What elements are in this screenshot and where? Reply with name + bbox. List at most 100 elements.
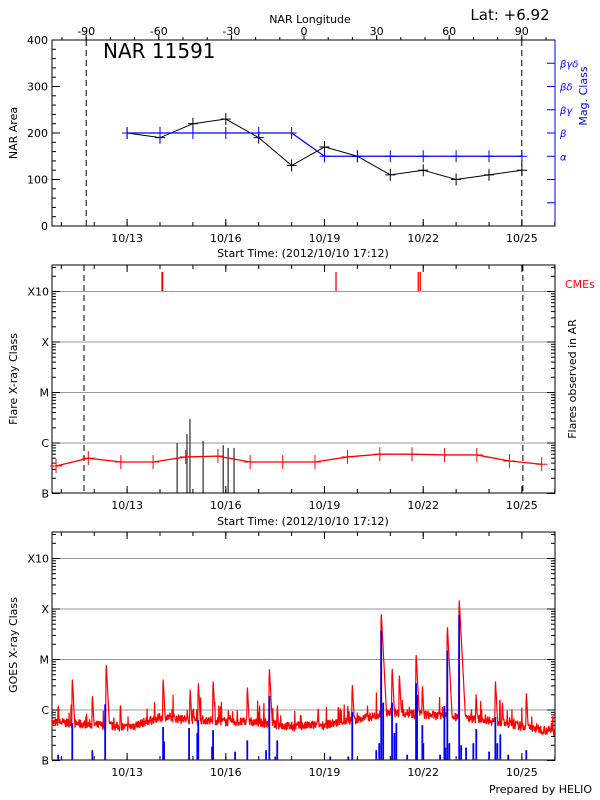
x-tick-label: 10/22: [407, 499, 439, 512]
event-bar: [163, 741, 165, 760]
event-bar: [276, 740, 279, 760]
event-bar: [444, 747, 447, 760]
event-bar: [380, 630, 383, 760]
x-tick-label: 10/13: [111, 766, 143, 779]
event-bar: [458, 615, 461, 760]
event-bar: [446, 650, 449, 760]
event-bar: [443, 706, 446, 760]
event-bar: [448, 743, 451, 760]
longitude-tick-label: -30: [222, 25, 240, 38]
longitude-tick-label: -60: [150, 25, 168, 38]
event-bar: [507, 754, 510, 760]
y-tick-label: 0: [41, 220, 48, 233]
event-bar: [351, 712, 354, 760]
y-tick-label: C: [41, 704, 49, 717]
event-bar: [393, 733, 396, 760]
y-tick-label: X10: [27, 286, 49, 299]
y-tick-label: 400: [27, 34, 48, 47]
event-bar: [71, 723, 74, 760]
region-title: NAR 11591: [103, 39, 216, 63]
mag-class-label: α: [560, 152, 567, 163]
x-tick-label: 10/22: [407, 232, 439, 245]
event-bar: [382, 702, 385, 760]
flare-class-ylabel: Flare X-ray Class: [7, 333, 20, 425]
y-tick-label: 100: [27, 174, 48, 187]
event-bar: [211, 746, 213, 760]
x-tick-label: 10/16: [210, 232, 242, 245]
y-tick-label: M: [40, 654, 50, 667]
event-bar: [188, 728, 190, 760]
event-bar: [499, 734, 502, 760]
x-tick-label: 10/13: [111, 499, 143, 512]
latitude-label: Lat: +6.92: [470, 6, 549, 24]
x-tick-label: 10/19: [309, 766, 341, 779]
longitude-tick-label: 30: [370, 25, 384, 38]
event-bar: [375, 750, 378, 760]
event-bar: [234, 751, 237, 760]
longitude-tick-label: 90: [515, 25, 529, 38]
y-tick-label: X: [41, 603, 49, 616]
y-tick-label: X: [41, 336, 49, 349]
event-bar: [378, 743, 381, 760]
x-tick-label: 10/22: [407, 766, 439, 779]
flares-observed-y2label: Flares observed in AR: [566, 319, 579, 439]
panel2-frame: [51, 264, 556, 494]
event-bar: [472, 743, 475, 760]
top-axis-title: NAR Longitude: [269, 13, 351, 26]
event-bar: [406, 754, 409, 760]
panel1-xlabel: Start Time: (2012/10/10 17:12): [217, 247, 389, 260]
mag-class-label: βδ: [559, 83, 573, 94]
event-bar: [439, 754, 441, 760]
x-tick-label: 10/25: [506, 232, 538, 245]
event-bar: [421, 725, 424, 760]
event-bar: [197, 720, 200, 760]
x-tick-label: 10/19: [309, 499, 341, 512]
mag-class-ylabel: Mag. Class: [577, 66, 590, 125]
y-tick-label: X10: [27, 553, 49, 566]
y-tick-label: 200: [27, 127, 48, 140]
longitude-tick-label: 0: [301, 25, 308, 38]
event-bar: [415, 683, 417, 760]
y-tick-label: C: [41, 437, 49, 450]
event-bar: [465, 747, 467, 760]
x-tick-label: 10/16: [210, 766, 242, 779]
goes-flux-line: [51, 600, 556, 736]
event-bar: [525, 750, 528, 760]
event-bar: [475, 729, 478, 760]
event-bar: [488, 751, 491, 760]
event-bar: [196, 733, 199, 760]
event-bar: [347, 756, 350, 760]
x-tick-label: 10/19: [309, 232, 341, 245]
event-bar: [246, 740, 249, 760]
nar-area-ylabel: NAR Area: [7, 107, 20, 159]
y-tick-label: B: [41, 488, 49, 501]
x-tick-label: 10/25: [506, 499, 538, 512]
event-bar: [91, 750, 94, 760]
x-tick-label: 10/16: [210, 499, 242, 512]
event-bar: [162, 727, 164, 760]
event-bar: [212, 730, 214, 760]
mag-class-label: βγδ: [559, 59, 578, 70]
y-tick-label: M: [40, 387, 50, 400]
event-bar: [104, 704, 107, 760]
x-tick-label: 10/25: [506, 766, 538, 779]
panel3-frame: [51, 531, 556, 761]
event-bar: [265, 750, 267, 760]
background-flux-line: [55, 453, 542, 467]
event-bar: [57, 754, 60, 760]
panel2-xlabel: Start Time: (2012/10/10 17:12): [217, 515, 389, 528]
event-bar: [274, 756, 277, 760]
event-bar: [460, 745, 463, 760]
event-bar: [422, 743, 425, 760]
y-tick-label: B: [41, 755, 49, 768]
x-tick-label: 10/13: [111, 232, 143, 245]
event-bar: [395, 723, 398, 760]
y-tick-label: 300: [27, 81, 48, 94]
event-bar: [391, 702, 393, 760]
event-bar: [416, 694, 418, 760]
event-bar: [494, 716, 497, 760]
longitude-tick-label: -90: [77, 25, 95, 38]
cmes-label: CMEs: [565, 278, 595, 291]
prepared-by-footer: Prepared by HELIO: [489, 783, 592, 796]
